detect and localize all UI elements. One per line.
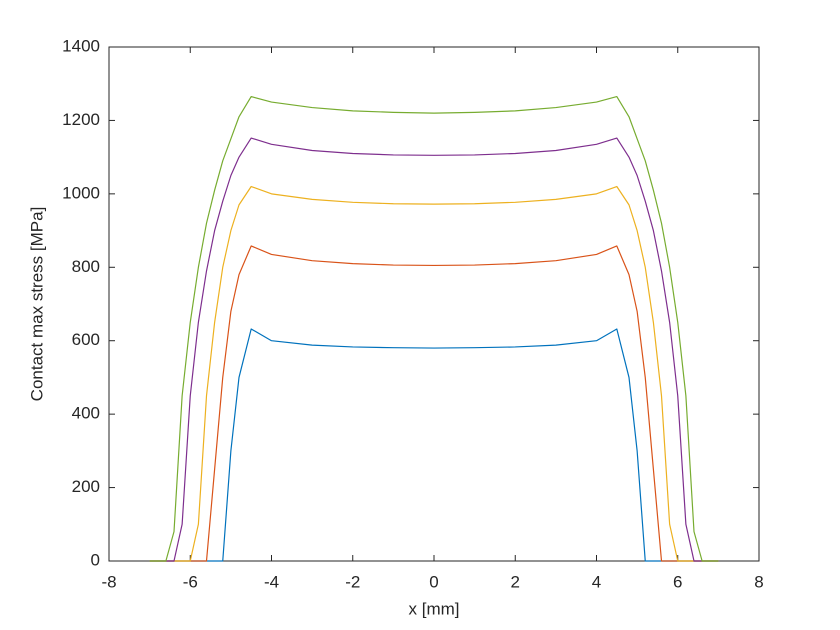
x-tick-label: 8 xyxy=(754,572,763,591)
series-line xyxy=(149,245,719,562)
y-tick-label: 600 xyxy=(72,330,100,349)
x-tick-label: 6 xyxy=(673,572,682,591)
y-tick-label: 1000 xyxy=(62,183,100,202)
x-tick-label: 0 xyxy=(429,572,438,591)
y-tick-label: 1400 xyxy=(62,36,100,55)
y-axis-label: Contact max stress [MPa] xyxy=(27,207,46,402)
x-tick-label: -8 xyxy=(101,572,116,591)
y-tick-label: 400 xyxy=(72,404,100,423)
y-tick-label: 1200 xyxy=(62,110,100,129)
x-tick-label: -2 xyxy=(345,572,360,591)
y-tick-label: 800 xyxy=(72,257,100,276)
x-tick-label: 2 xyxy=(511,572,520,591)
y-tick-label: 0 xyxy=(91,550,100,569)
x-tick-label: -6 xyxy=(183,572,198,591)
y-tick-label: 200 xyxy=(72,477,100,496)
plot-frame xyxy=(108,46,760,562)
x-tick-label: 4 xyxy=(592,572,601,591)
series-line xyxy=(149,137,719,562)
series-line xyxy=(149,95,719,562)
series-line xyxy=(149,185,719,562)
x-tick-label: -4 xyxy=(264,572,279,591)
x-axis-label: x [mm] xyxy=(409,599,460,618)
